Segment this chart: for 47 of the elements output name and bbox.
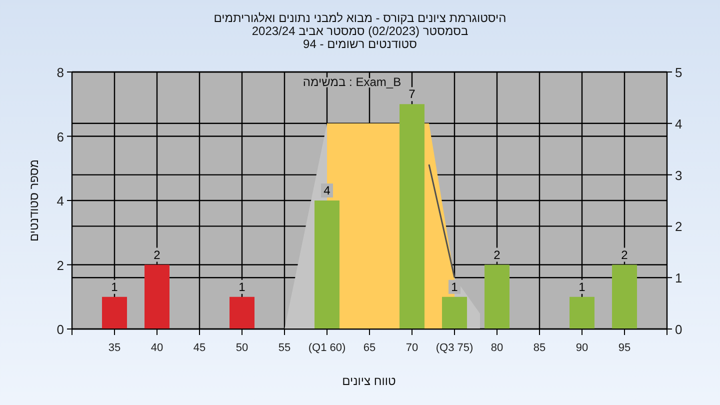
data-label: 1 <box>111 280 118 294</box>
bar <box>400 104 424 329</box>
data-label: 1 <box>578 280 586 294</box>
x-tick-label: 90 <box>576 342 588 354</box>
x-tick-label: 55 <box>278 342 291 354</box>
x-tick-label: 40 <box>150 342 164 354</box>
data-label: 2 <box>621 248 628 262</box>
y2-tick-label: 5 <box>675 65 682 80</box>
x-tick-label: (Q1 60) <box>308 342 346 354</box>
y-tick-label: 0 <box>56 322 64 337</box>
bar <box>102 296 127 329</box>
x-axis-title: טווח ציונים <box>342 374 396 388</box>
chart-title: היסטוגרמת ציונים בקורס - מבוא למבני נתונים ואלגוריתמים <box>214 11 506 25</box>
y2-tick-label: 3 <box>675 168 682 183</box>
bar <box>314 200 340 329</box>
data-label: 7 <box>408 87 416 102</box>
bar <box>144 264 170 329</box>
bar <box>612 264 637 329</box>
data-label: 2 <box>154 248 161 262</box>
bar <box>230 296 254 329</box>
text: סטודנטים רשומים - 94 <box>303 37 418 51</box>
x-tick-label: (Q3 75) <box>436 342 474 354</box>
x-tick-label: 65 <box>363 342 376 354</box>
y-tick-label: 8 <box>56 65 64 80</box>
data-label: 4 <box>324 184 331 198</box>
bar <box>484 264 510 329</box>
x-tick-label: 70 <box>406 342 418 354</box>
chart-subtitle: בסמסטר (02/2023) סמסטר אביב 2023/24 <box>252 24 468 38</box>
y2-tick-label: 0 <box>675 322 682 337</box>
x-tick-label: 50 <box>236 342 248 354</box>
data-label: 2 <box>494 248 501 262</box>
y2-tick-label: 1 <box>675 270 682 286</box>
bar <box>570 296 594 329</box>
data-label: 1 <box>238 280 246 294</box>
y2-tick-label: 4 <box>675 116 682 132</box>
data-label: 1 <box>451 280 458 294</box>
x-tick-label: 95 <box>618 342 631 354</box>
y-tick-label: 4 <box>56 194 64 208</box>
y-tick-label: 2 <box>56 258 64 273</box>
bar <box>442 296 467 329</box>
y2-tick-label: 2 <box>675 219 682 234</box>
x-tick-label: 35 <box>108 342 121 354</box>
x-tick-label: 85 <box>533 342 546 354</box>
y-tick-label: 6 <box>56 129 64 144</box>
x-tick-label: 45 <box>193 342 206 354</box>
y-axis-title: מספר סטודנטים <box>27 159 41 242</box>
x-tick-label: 80 <box>490 342 504 354</box>
